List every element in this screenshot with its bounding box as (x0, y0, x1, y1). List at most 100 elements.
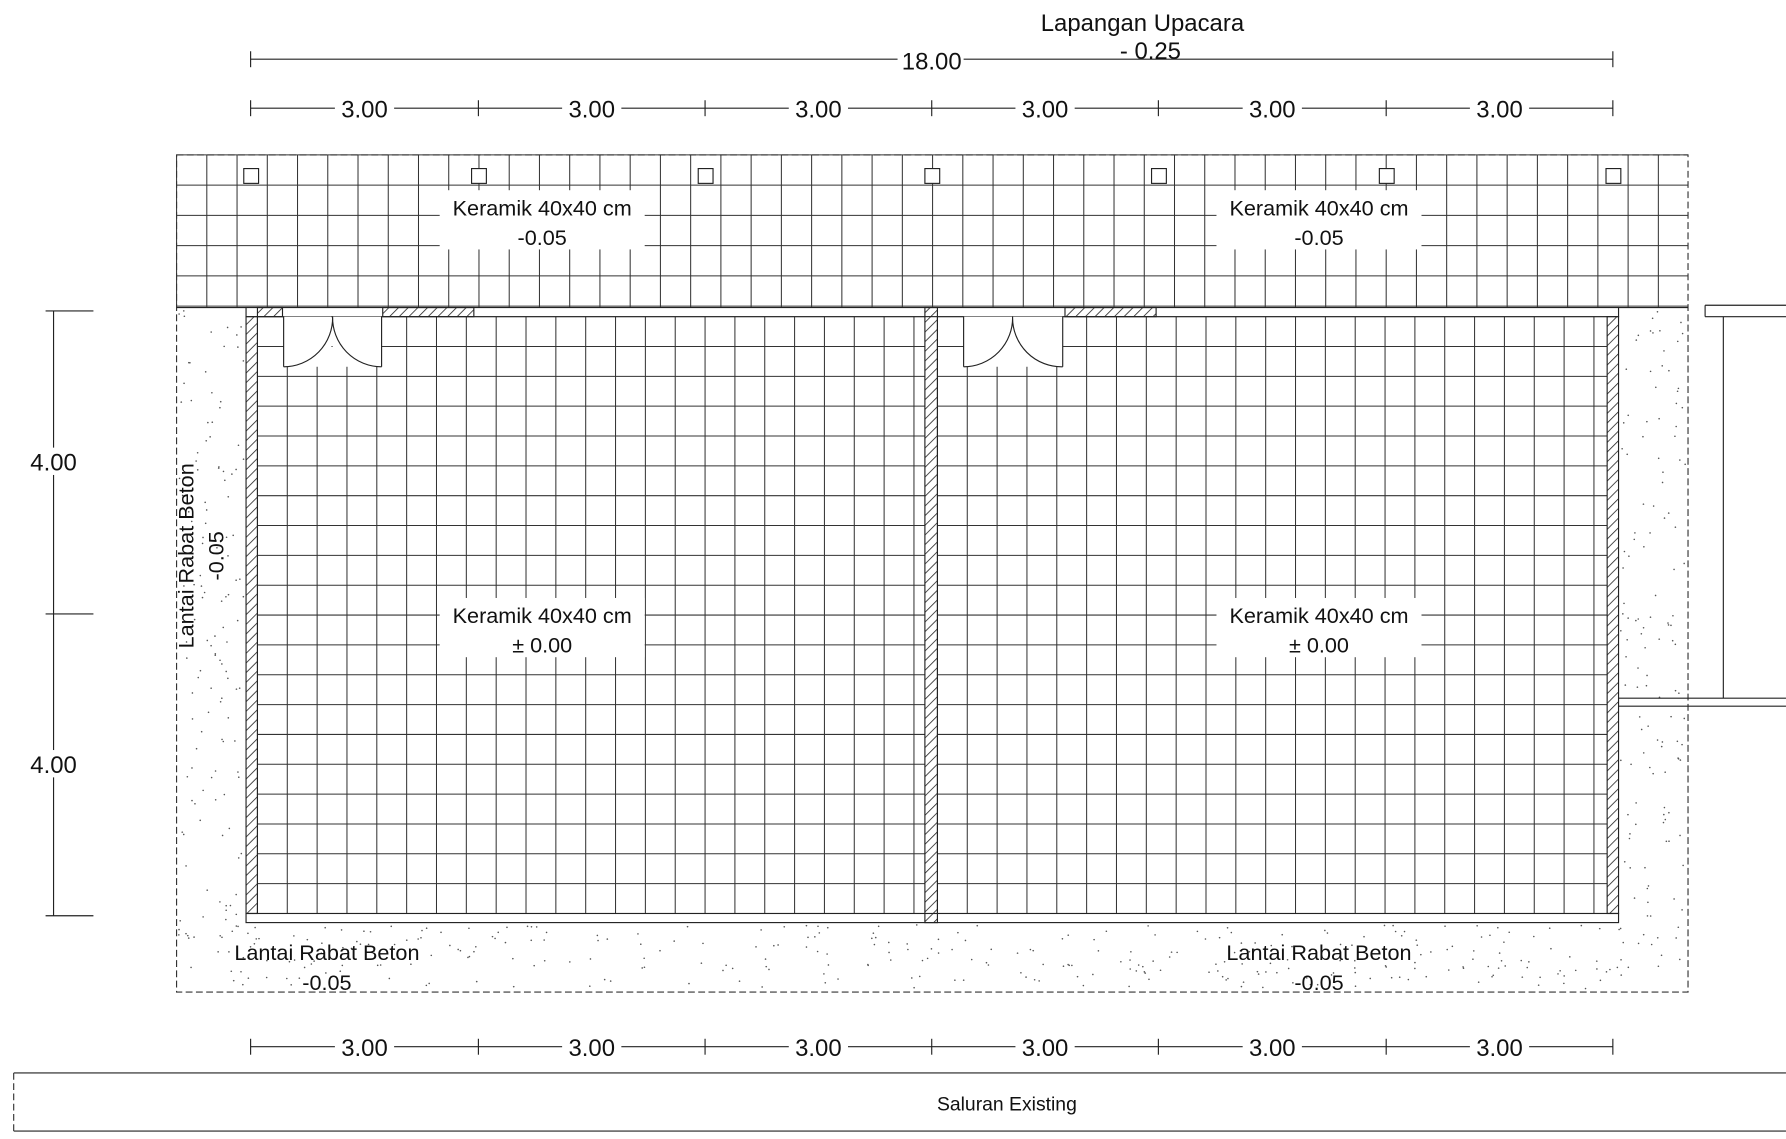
speck (1663, 813, 1665, 816)
speck (867, 963, 869, 966)
speck (1668, 369, 1670, 372)
speck (182, 310, 185, 312)
speck (206, 639, 209, 642)
speck (921, 959, 924, 962)
side-label: Lantai Rabat Beton (174, 463, 199, 648)
speck (976, 924, 979, 927)
speck (187, 937, 190, 939)
speck (1637, 618, 1640, 620)
speck (1652, 505, 1655, 507)
speck (473, 950, 475, 953)
speck (1226, 926, 1229, 929)
speck (235, 579, 237, 581)
speck (1168, 956, 1171, 958)
speck (393, 943, 396, 946)
speck (1676, 390, 1679, 393)
speck (1674, 689, 1677, 692)
speck (1622, 941, 1625, 944)
speck (1559, 969, 1561, 972)
dim-bg (1242, 94, 1302, 122)
speck (236, 334, 238, 336)
speck (1656, 311, 1659, 313)
speck (222, 740, 225, 743)
speck (248, 956, 250, 959)
speck (1670, 715, 1672, 718)
speck (1658, 417, 1660, 420)
speck (242, 983, 244, 986)
speck (1633, 897, 1636, 899)
speck (1620, 959, 1622, 961)
speck (214, 798, 217, 801)
speck (1462, 966, 1464, 968)
dim-bg (1242, 1033, 1302, 1061)
doors (283, 316, 1064, 368)
speck (1635, 802, 1637, 804)
speck (207, 711, 210, 714)
speck (889, 959, 892, 961)
speck (225, 536, 228, 539)
speck (1637, 334, 1640, 337)
speck (818, 932, 821, 934)
speck (1120, 960, 1122, 963)
speck (1616, 966, 1619, 969)
speck (185, 641, 188, 643)
speck (225, 904, 227, 907)
speck (1233, 951, 1236, 954)
speck (1629, 867, 1632, 869)
speck (1635, 339, 1638, 341)
speck (369, 930, 372, 933)
column (1605, 168, 1622, 184)
channel: Saluran Existing (13, 1072, 1786, 1132)
speck (1400, 934, 1403, 937)
speck (1681, 743, 1683, 746)
speck (874, 936, 877, 939)
speck (872, 932, 875, 934)
speck (222, 626, 225, 629)
speck (877, 925, 880, 928)
speck (217, 951, 219, 953)
speck (1480, 936, 1483, 938)
speck (1520, 959, 1523, 962)
speck (1649, 766, 1651, 769)
speck (1630, 763, 1632, 766)
speck (1678, 692, 1680, 694)
speck (1649, 616, 1652, 618)
speck (643, 957, 645, 960)
speck (1092, 973, 1094, 976)
speck (1416, 944, 1419, 946)
speck (1241, 963, 1243, 965)
speck (816, 950, 819, 953)
speck (210, 331, 212, 333)
dim-label: 3.00 (1022, 96, 1069, 123)
speck (1677, 926, 1680, 929)
speck (186, 775, 189, 778)
speck (805, 946, 808, 948)
speck (764, 958, 767, 960)
speck (1595, 960, 1598, 962)
speck (951, 948, 953, 951)
speck (1659, 329, 1661, 332)
speck (242, 458, 245, 460)
dim-bg (334, 94, 395, 122)
side-level: -0.05 (203, 531, 228, 580)
dim-bg (562, 94, 622, 122)
speck (1670, 624, 1672, 627)
speck (1276, 971, 1278, 974)
speck (530, 925, 533, 928)
speck (266, 959, 268, 962)
speck (1472, 958, 1474, 960)
speck (1625, 368, 1628, 371)
speck (1305, 977, 1308, 979)
speck (1605, 971, 1608, 973)
speck (1425, 975, 1428, 978)
column (471, 168, 487, 184)
speck (1625, 656, 1627, 658)
speck (237, 771, 239, 773)
speck (1563, 982, 1565, 985)
speck (1332, 972, 1335, 974)
speck (1403, 930, 1406, 933)
speck (1033, 978, 1036, 981)
wall-segment (382, 306, 475, 318)
speck (1430, 951, 1432, 953)
